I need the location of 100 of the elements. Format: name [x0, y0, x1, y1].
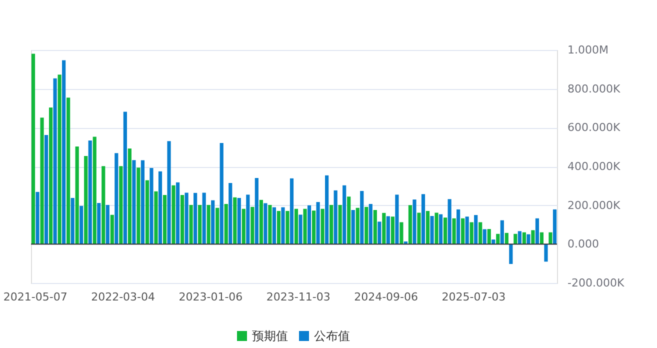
- bar: [351, 210, 355, 244]
- bar: [40, 118, 44, 244]
- y-tick-label: 0.000: [568, 238, 599, 251]
- bar: [172, 185, 176, 244]
- bar: [320, 208, 324, 244]
- bar: [36, 192, 40, 244]
- bar: [531, 230, 535, 244]
- bar: [330, 204, 334, 244]
- y-tick-label: 600.000K: [568, 121, 621, 134]
- bar: [386, 216, 390, 244]
- bar: [140, 160, 145, 244]
- bar: [342, 185, 346, 244]
- bar: [53, 78, 57, 244]
- bar: [268, 204, 272, 244]
- bar: [421, 194, 426, 244]
- bar: [246, 194, 250, 244]
- bar: [434, 212, 438, 244]
- bar: [360, 190, 364, 244]
- bar: [250, 206, 254, 244]
- bar: [395, 194, 399, 244]
- bar: [75, 146, 79, 244]
- bar: [276, 210, 281, 244]
- bar: [48, 107, 53, 244]
- bar: [382, 212, 386, 244]
- bar: [290, 178, 294, 244]
- bar: [281, 207, 285, 244]
- bar: [522, 232, 526, 244]
- bar: [180, 195, 184, 244]
- bar: [548, 232, 552, 244]
- bar: [206, 204, 210, 244]
- bar: [150, 168, 154, 244]
- bar: [242, 208, 246, 244]
- x-tick-label: 2025-07-03: [442, 290, 506, 304]
- y-tick-label: 1.000M: [568, 44, 608, 56]
- legend-label: 公布值: [314, 329, 350, 343]
- bar: [66, 98, 70, 244]
- bar: [80, 206, 84, 244]
- bar: [294, 208, 298, 244]
- x-tick-label: 2023-11-03: [266, 290, 330, 304]
- bar: [84, 156, 88, 244]
- bar: [128, 148, 132, 244]
- bar: [202, 192, 206, 244]
- bar: [70, 198, 74, 244]
- bar: [430, 216, 434, 244]
- bar: [228, 183, 232, 244]
- bar: [465, 216, 469, 244]
- x-tick-label: 2023-01-06: [178, 290, 243, 304]
- bar: [364, 206, 368, 244]
- bar: [176, 182, 180, 244]
- bar: [224, 204, 228, 244]
- bar: [307, 205, 312, 244]
- bar: [438, 214, 443, 244]
- bar: [92, 136, 96, 244]
- bar: [482, 229, 486, 244]
- bar: [254, 178, 258, 244]
- bar: [264, 203, 268, 244]
- bar: [303, 208, 307, 244]
- bar: [162, 195, 167, 244]
- bar: [123, 112, 127, 244]
- bar: [368, 204, 372, 244]
- bar: [452, 218, 456, 244]
- bar: [496, 234, 500, 244]
- bar: [211, 200, 215, 244]
- bar: [31, 54, 36, 244]
- bar: [114, 153, 118, 244]
- bar: [334, 190, 338, 244]
- legend-label: 预期值: [252, 329, 288, 343]
- bar: [500, 220, 504, 244]
- bar: [58, 74, 62, 244]
- bar: [237, 198, 241, 244]
- bar: [233, 197, 237, 244]
- bar: [478, 222, 482, 244]
- x-tick-label: 2024-09-06: [354, 290, 418, 304]
- bar: [194, 192, 198, 244]
- bar: [544, 244, 548, 262]
- bar: [62, 60, 66, 244]
- bar: [474, 215, 478, 244]
- bar: [400, 222, 404, 244]
- bar: [272, 207, 276, 244]
- bar: [535, 218, 540, 244]
- bar: [514, 234, 518, 244]
- bar: [552, 209, 557, 244]
- bar: [216, 208, 220, 244]
- bar: [518, 231, 522, 244]
- bar: [44, 135, 48, 244]
- bar: [110, 214, 114, 244]
- bar: [412, 200, 416, 244]
- bar: [106, 204, 110, 244]
- y-tick-label: 200.000K: [568, 198, 621, 212]
- bar: [443, 218, 448, 244]
- bar: [426, 210, 430, 244]
- bar: [167, 141, 171, 244]
- y-tick-label: 800.000K: [568, 82, 621, 96]
- bar: [220, 143, 224, 244]
- bar: [97, 203, 101, 244]
- bar: [316, 202, 320, 244]
- bar: [145, 180, 150, 244]
- bar: [154, 191, 158, 244]
- bar: [312, 210, 316, 244]
- bar: [198, 204, 202, 244]
